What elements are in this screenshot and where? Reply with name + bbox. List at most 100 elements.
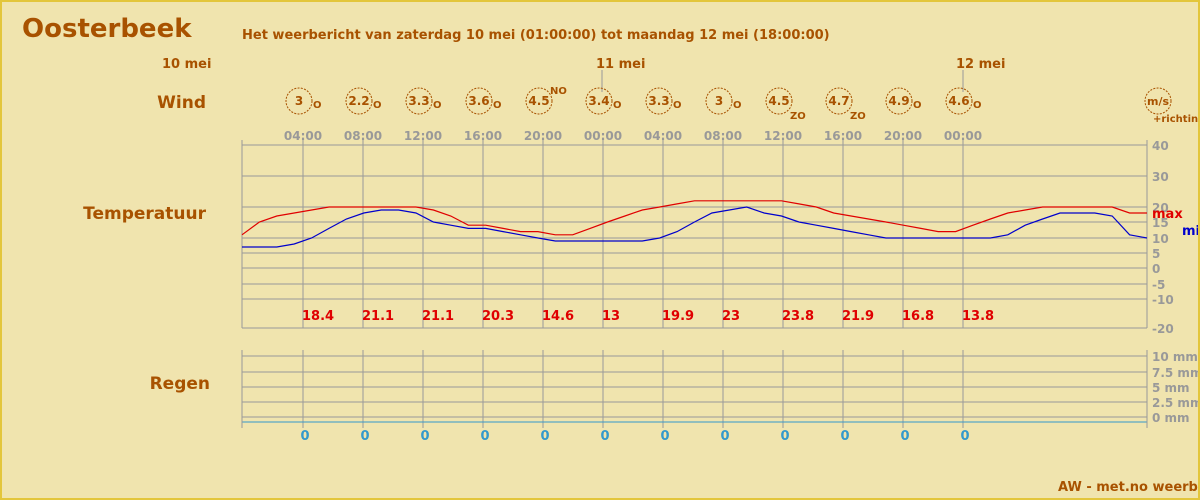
wind-direction: ZO bbox=[850, 111, 866, 122]
wind-speed: 4.5 bbox=[768, 94, 789, 108]
wind-speed: 2.2 bbox=[348, 94, 369, 108]
temp-tick-label: 5 bbox=[1152, 247, 1160, 261]
rain-value-label: 0 bbox=[420, 429, 429, 444]
location-title: Oosterbeek bbox=[22, 14, 192, 44]
wind-unit: m/s bbox=[1147, 95, 1169, 108]
time-label: 12:00 bbox=[404, 129, 442, 143]
wind-unit-circle bbox=[1144, 87, 1172, 115]
source-credit: AW - met.no weerbericht bbox=[1058, 480, 1198, 495]
wind-direction: O bbox=[913, 100, 922, 111]
wind-circle bbox=[585, 87, 613, 115]
day-label-2: 11 mei bbox=[596, 57, 646, 72]
max-value-label: 21.1 bbox=[422, 309, 454, 324]
wind-direction: O bbox=[733, 100, 742, 111]
legend-max: max bbox=[1152, 207, 1183, 222]
max-value-label: 13.8 bbox=[962, 309, 994, 324]
wind-speed: 4.7 bbox=[828, 94, 849, 108]
rain-tick-label: 0 mm bbox=[1152, 411, 1190, 425]
rain-value-label: 0 bbox=[960, 429, 969, 444]
time-label: 20:00 bbox=[884, 129, 922, 143]
wind-speed: 3 bbox=[715, 94, 723, 108]
wind-direction: O bbox=[613, 100, 622, 111]
rain-value-label: 0 bbox=[540, 429, 549, 444]
temp-tick-label: -20 bbox=[1152, 322, 1174, 336]
wind-circle bbox=[645, 87, 673, 115]
time-label: 12:00 bbox=[764, 129, 802, 143]
wind-direction: NO bbox=[550, 86, 567, 97]
time-label: 04:00 bbox=[644, 129, 682, 143]
wind-speed: 3.4 bbox=[588, 94, 609, 108]
temp-tick-label: 0 bbox=[1152, 262, 1160, 276]
temp-tick-label: 30 bbox=[1152, 170, 1169, 184]
time-label: 08:00 bbox=[704, 129, 742, 143]
temp-tick-label: 10 bbox=[1152, 232, 1169, 246]
max-value-label: 13 bbox=[602, 309, 620, 324]
max-value-label: 20.3 bbox=[482, 309, 514, 324]
max-value-label: 23.8 bbox=[782, 309, 814, 324]
wind-circle bbox=[885, 87, 913, 115]
wind-direction: O bbox=[493, 100, 502, 111]
wind-direction: O bbox=[973, 100, 982, 111]
rain-tick-label: 10 mm bbox=[1152, 350, 1198, 364]
time-label: 00:00 bbox=[944, 129, 982, 143]
temperature-row-label: Temperatuur bbox=[83, 204, 206, 224]
max-value-label: 18.4 bbox=[302, 309, 334, 324]
wind-row-label: Wind bbox=[157, 93, 206, 113]
temp-tick-label: -10 bbox=[1152, 293, 1174, 307]
series-line-max bbox=[241, 200, 1147, 236]
wind-circle bbox=[765, 87, 793, 115]
wind-circle bbox=[525, 87, 553, 115]
temp-tick-label: 20 bbox=[1152, 201, 1169, 215]
wind-circle bbox=[405, 87, 433, 115]
wind-speed: 4.9 bbox=[888, 94, 909, 108]
wind-speed: 4.6 bbox=[948, 94, 969, 108]
rain-value-label: 0 bbox=[720, 429, 729, 444]
rain-tick-label: 5 mm bbox=[1152, 381, 1190, 395]
wind-direction: O bbox=[373, 100, 382, 111]
wind-circle bbox=[945, 87, 973, 115]
rain-tick-label: 2.5 mm bbox=[1152, 396, 1198, 410]
wind-circle bbox=[825, 87, 853, 115]
wind-direction: O bbox=[433, 100, 442, 111]
wind-speed: 3.6 bbox=[468, 94, 489, 108]
forecast-period-subtitle: Het weerbericht van zaterdag 10 mei (01:… bbox=[242, 28, 830, 43]
wind-unit-note: +richting bbox=[1153, 114, 1198, 125]
rain-value-label: 0 bbox=[840, 429, 849, 444]
wind-speed: 4.5 bbox=[528, 94, 549, 108]
wind-direction: O bbox=[313, 100, 322, 111]
time-label: 20:00 bbox=[524, 129, 562, 143]
max-value-label: 23 bbox=[722, 309, 740, 324]
max-value-label: 16.8 bbox=[902, 309, 934, 324]
legend-min: min bbox=[1182, 224, 1198, 239]
series-line-min bbox=[242, 206, 1148, 248]
max-value-label: 14.6 bbox=[542, 309, 574, 324]
wind-speed: 3 bbox=[295, 94, 303, 108]
time-label: 00:00 bbox=[584, 129, 622, 143]
wind-circle bbox=[465, 87, 493, 115]
time-label: 16:00 bbox=[464, 129, 502, 143]
max-value-label: 21.9 bbox=[842, 309, 874, 324]
wind-direction: O bbox=[673, 100, 682, 111]
time-label: 08:00 bbox=[344, 129, 382, 143]
wind-circle bbox=[345, 87, 373, 115]
rain-row-label: Regen bbox=[149, 374, 210, 394]
wind-circle bbox=[705, 87, 733, 115]
rain-value-label: 0 bbox=[900, 429, 909, 444]
time-label: 16:00 bbox=[824, 129, 862, 143]
temp-tick-label: 15 bbox=[1152, 216, 1169, 230]
max-value-label: 21.1 bbox=[362, 309, 394, 324]
wind-speed: 3.3 bbox=[408, 94, 429, 108]
rain-value-label: 0 bbox=[360, 429, 369, 444]
rain-value-label: 0 bbox=[600, 429, 609, 444]
temp-tick-label: 40 bbox=[1152, 139, 1169, 153]
wind-speed: 3.3 bbox=[648, 94, 669, 108]
rain-tick-label: 7.5 mm bbox=[1152, 366, 1198, 380]
temp-tick-label: -5 bbox=[1152, 278, 1165, 292]
rain-value-label: 0 bbox=[780, 429, 789, 444]
rain-value-label: 0 bbox=[480, 429, 489, 444]
max-value-label: 19.9 bbox=[662, 309, 694, 324]
day-label-1: 10 mei bbox=[162, 57, 212, 72]
wind-direction: ZO bbox=[790, 111, 806, 122]
